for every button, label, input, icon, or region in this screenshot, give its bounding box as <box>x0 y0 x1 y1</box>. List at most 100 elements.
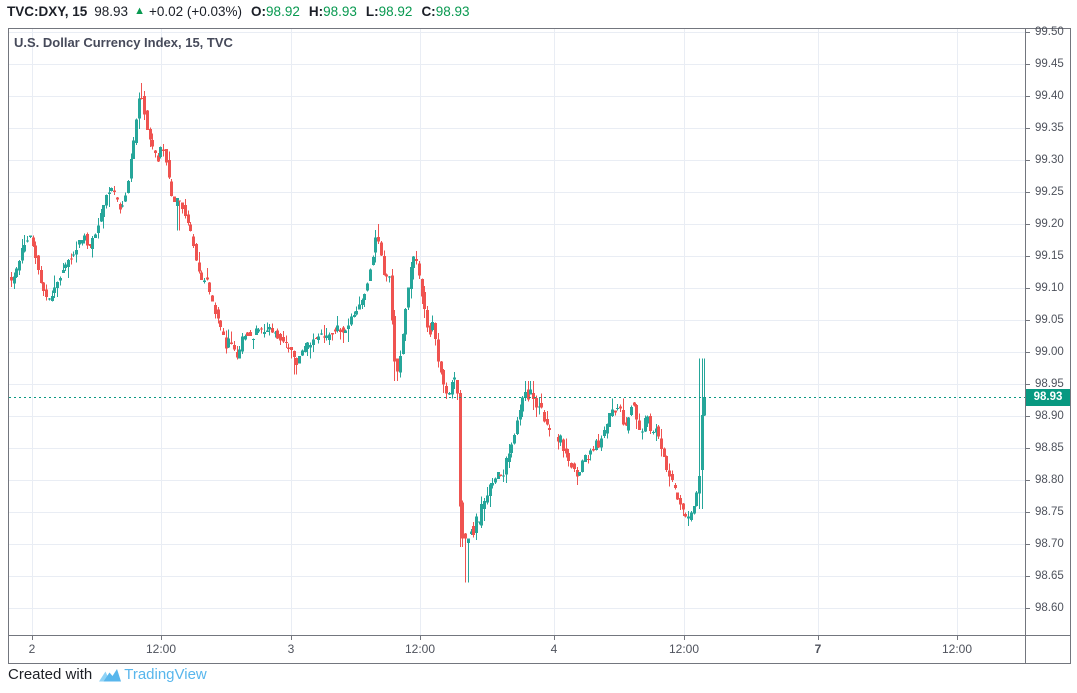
candle-body <box>187 214 190 224</box>
candle-body <box>217 309 220 319</box>
candle-wick <box>479 521 480 525</box>
time-tick-mark <box>818 636 819 640</box>
time-tick-label: 4 <box>550 642 558 656</box>
candle-wick <box>566 438 567 458</box>
candle-body <box>206 277 209 280</box>
candle-body <box>559 435 562 443</box>
tradingview-logo-icon <box>99 668 122 681</box>
chart-border-axis <box>8 635 1071 636</box>
candle-wick <box>283 330 284 344</box>
candle-body <box>693 506 696 514</box>
candle-body <box>75 249 78 255</box>
ohlc-open: O:98.92 <box>251 4 300 19</box>
candle-body <box>565 448 568 454</box>
candle-body <box>404 308 407 335</box>
candle-wick <box>617 404 618 411</box>
candle-body <box>557 436 560 442</box>
candle-body <box>429 325 432 335</box>
price-tick-label: 98.85 <box>1035 442 1064 454</box>
candle-body <box>170 181 173 197</box>
candle-wick <box>54 275 55 299</box>
candle-body <box>306 342 309 349</box>
candle-body <box>276 330 279 339</box>
candle-body <box>18 260 21 271</box>
price-axis[interactable]: 99.50 99.45 99.40 99.35 99.30 99.25 99.20 99.15… <box>1026 26 1070 635</box>
price-tick-label: 99.25 <box>1035 186 1064 198</box>
candle-body <box>252 338 255 340</box>
candle-body <box>274 332 277 334</box>
candle-body <box>168 159 171 178</box>
candle-body <box>40 270 43 284</box>
candles-group <box>10 83 706 583</box>
candle-wick <box>57 281 58 298</box>
candle-wick <box>177 197 178 231</box>
price-tick-label: 99.00 <box>1035 346 1064 358</box>
candle-body <box>584 455 587 462</box>
candle-body <box>524 391 527 399</box>
candle-body <box>587 459 590 461</box>
candle-body <box>396 358 399 372</box>
candle-wick <box>326 327 327 341</box>
candle-body <box>502 475 505 477</box>
candle-wick <box>310 342 311 359</box>
candle-wick <box>626 416 627 426</box>
time-axis[interactable]: 2 12:00 3 12:00 4 12:00 7 12:00 <box>9 636 1070 663</box>
candle-wick <box>27 235 28 243</box>
open-value: 98.92 <box>266 3 300 19</box>
candle-wick <box>264 324 265 338</box>
candle-body <box>13 276 16 284</box>
candle-body <box>62 269 65 273</box>
time-tick-mark <box>291 636 292 640</box>
candle-wick <box>68 258 69 278</box>
candle-wick <box>642 428 643 440</box>
candle-wick <box>683 503 684 516</box>
price-tick-label: 99.15 <box>1035 250 1064 262</box>
candle-body <box>350 316 353 325</box>
candle-body <box>42 282 45 292</box>
candle-body <box>434 323 437 339</box>
candle-wick <box>484 498 485 521</box>
candle-body <box>271 327 274 333</box>
candle-body <box>81 239 84 244</box>
candle-body <box>388 276 391 278</box>
candle-body <box>625 422 628 426</box>
candle-body <box>15 268 18 278</box>
candle-body <box>486 495 489 503</box>
candle-wick <box>593 445 594 452</box>
ohlc-close: C:98.93 <box>421 4 469 19</box>
candle-body <box>535 397 538 408</box>
candle-body <box>211 295 214 302</box>
candlestick-canvas[interactable] <box>9 29 1025 635</box>
price-tick-mark <box>1026 128 1030 129</box>
candle-body <box>10 277 13 281</box>
candle-body <box>633 402 636 406</box>
candle-body <box>576 469 579 477</box>
price-tick-label: 99.40 <box>1035 90 1064 102</box>
candle-body <box>266 330 269 332</box>
candle-body <box>655 428 658 433</box>
candle-body <box>540 402 543 408</box>
candle-body <box>464 533 467 539</box>
chart-legend[interactable]: U.S. Dollar Currency Index, 15, TVC <box>14 35 233 50</box>
candle-wick <box>539 397 540 415</box>
time-tick-label: 3 <box>287 642 295 656</box>
candle-body <box>347 325 350 329</box>
time-tick-label: 7 <box>814 642 822 656</box>
candle-body <box>241 336 244 352</box>
candle-wick <box>231 331 232 345</box>
candle-body <box>89 244 92 246</box>
candle-body <box>108 192 111 195</box>
candle-body <box>309 344 312 348</box>
chart-plot-area[interactable]: U.S. Dollar Currency Index, 15, TVC <box>9 29 1025 635</box>
candle-body <box>548 427 551 430</box>
candle-body <box>570 463 573 468</box>
time-tick-mark <box>554 636 555 640</box>
candle-body <box>489 484 492 496</box>
candle-wick <box>348 318 349 343</box>
price-tick-label: 98.65 <box>1035 570 1064 582</box>
candle-body <box>149 129 152 140</box>
candle-body <box>342 327 345 333</box>
tradingview-brand[interactable]: TradingView <box>124 666 207 683</box>
price-tick-mark <box>1026 608 1030 609</box>
